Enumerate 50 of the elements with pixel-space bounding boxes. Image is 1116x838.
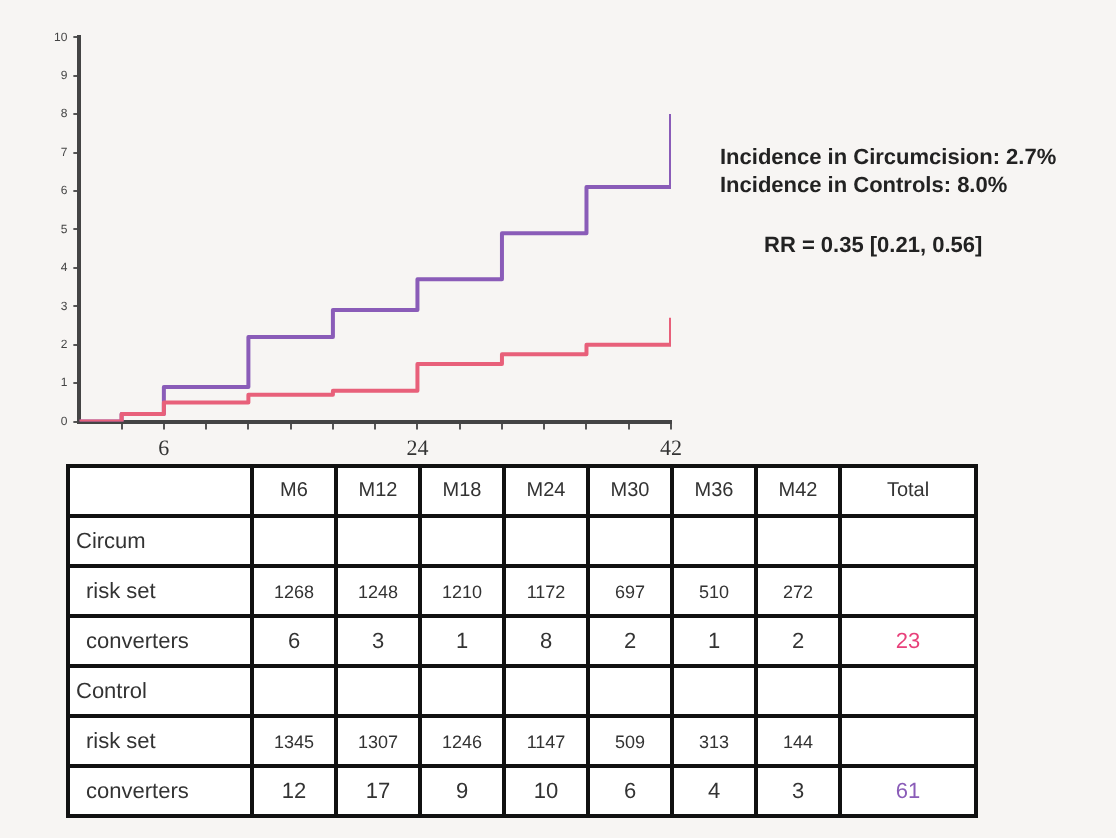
data-label: 2 — [756, 616, 840, 666]
x-tick-label: 24 — [406, 436, 430, 461]
data-label: 1246 — [420, 716, 504, 766]
data-label: 510 — [672, 566, 756, 616]
category-label: Total — [840, 466, 976, 516]
text: Control — [68, 666, 252, 716]
series-label: risk set — [68, 566, 252, 616]
category-label: M30 — [588, 466, 672, 516]
category-label: M6 — [252, 466, 336, 516]
data-label: 4 — [672, 766, 756, 816]
category-label: M12 — [336, 466, 420, 516]
data-label: 509 — [588, 716, 672, 766]
text: Circum — [68, 516, 252, 566]
data-label: 6 — [252, 616, 336, 666]
data-label: 23 — [840, 616, 976, 666]
data-label: 1345 — [252, 716, 336, 766]
data-label: 697 — [588, 566, 672, 616]
text: Incidence in Circumcision: 2.7% — [720, 144, 1057, 172]
data-label: 12 — [252, 766, 336, 816]
text: RR = 0.35 [0.21, 0.56] — [764, 232, 985, 260]
data-label: 1 — [420, 616, 504, 666]
data-label: 272 — [756, 566, 840, 616]
data-label: 1307 — [336, 716, 420, 766]
text: Incidence in Controls: 8.0% — [720, 172, 1010, 200]
x-tick-label: 42 — [660, 436, 682, 461]
data-label: 61 — [840, 766, 976, 816]
data-label: 144 — [756, 716, 840, 766]
data-label: 8 — [504, 616, 588, 666]
category-label: M42 — [756, 466, 840, 516]
data-label: 9 — [420, 766, 504, 816]
data-label: 1147 — [504, 716, 588, 766]
data-label: 1210 — [420, 566, 504, 616]
text: converters — [68, 616, 252, 666]
data-label: 313 — [672, 716, 756, 766]
text: risk set — [68, 716, 252, 766]
category-label: M36 — [672, 466, 756, 516]
x-tick-label: 6 — [158, 436, 171, 461]
data-label: 1268 — [252, 566, 336, 616]
data-label: 17 — [336, 766, 420, 816]
category-label: M18 — [420, 466, 504, 516]
data-label: 1248 — [336, 566, 420, 616]
data-label: 10 — [504, 766, 588, 816]
data-label: 2 — [588, 616, 672, 666]
category-label: M24 — [504, 466, 588, 516]
data-label: 1 — [672, 616, 756, 666]
data-label: 3 — [336, 616, 420, 666]
data-label: 1172 — [504, 566, 588, 616]
data-label: 3 — [756, 766, 840, 816]
text: converters — [68, 766, 252, 816]
data-label: 6 — [588, 766, 672, 816]
